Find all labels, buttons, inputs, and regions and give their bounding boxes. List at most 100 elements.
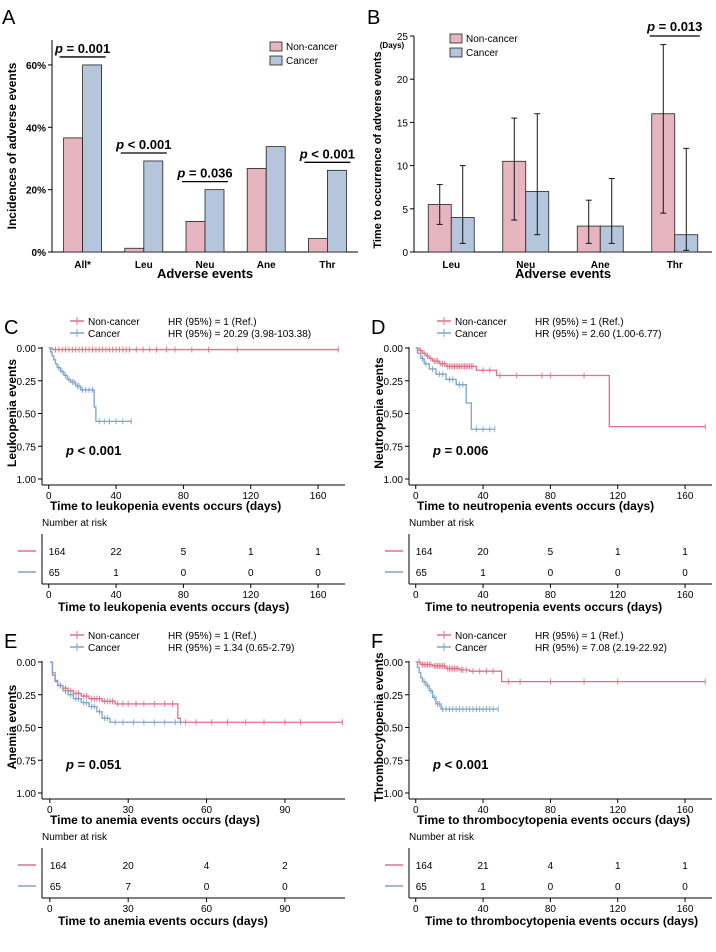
b-pvalue-label: p = 0.013: [646, 19, 702, 34]
c-x-tick-label: 40: [111, 491, 123, 502]
f-y-axis-label: Thrombocytopenia events: [372, 652, 386, 802]
d-x-tick-label: 120: [609, 491, 626, 502]
f-hazard-ratio-cancer: HR (95%) = 7.08 (2.19-22.92): [535, 643, 667, 654]
e-survival-curve-cancer: [49, 661, 181, 723]
a-y-axis-label: Incidences of adverse events: [5, 62, 19, 229]
d-risk-cell: 164: [416, 547, 433, 558]
a-bar-noncancer: [246, 168, 267, 253]
c-risk-x-tick-label: 40: [111, 590, 123, 601]
c-pvalue-label-italic-p: p: [65, 443, 74, 458]
c-legend-label-cancer: Cancer: [88, 329, 121, 340]
a-pvalue-label-italic-p: p: [54, 41, 63, 56]
c-y-tick-label: 0.75: [17, 442, 37, 453]
a-pvalue-label: p = 0.036: [176, 166, 232, 181]
a-pvalue-label-value: < 0.001: [308, 146, 355, 161]
e-y-axis-label: Anemia events: [5, 684, 19, 769]
e-pvalue-label-value: = 0.051: [74, 757, 121, 772]
f-risk-cell: 1: [615, 861, 621, 872]
f-pvalue-label-value: < 0.001: [441, 757, 488, 772]
e-y-tick-label: 0.50: [17, 724, 37, 735]
e-pvalue-label: p = 0.051: [65, 757, 121, 772]
a-bar-noncancer: [63, 137, 83, 253]
d-legend-label-noncancer: Non-cancer: [455, 317, 507, 328]
d-pvalue-label: p = 0.006: [432, 443, 488, 458]
d-risk-cell: 65: [416, 568, 428, 579]
b-x-axis-label: Adverse events: [515, 266, 611, 281]
f-x-tick-label: 160: [677, 805, 694, 816]
f-risk-cell: 21: [478, 861, 490, 872]
d-x-tick-label: 0: [413, 491, 419, 502]
d-risk-x-tick-label: 80: [545, 590, 557, 601]
d-x-tick-label: 160: [677, 491, 694, 502]
e-risk-x-tick-label: 0: [47, 904, 53, 915]
e-legend-label-cancer: Cancer: [88, 643, 121, 654]
a-legend-swatch-noncancer: [269, 41, 283, 52]
c-risk-cell: 65: [49, 568, 61, 579]
f-risk-x-tick-label: 80: [545, 904, 557, 915]
b-x-tick-label: Leu: [442, 260, 460, 271]
e-x-tick-label: 30: [123, 805, 135, 816]
d-hazard-ratio-noncancer: HR (95%) = 1 (Ref.): [535, 317, 624, 328]
a-x-axis-label: Adverse events: [157, 266, 253, 281]
d-risk-x-tick-label: 120: [609, 590, 626, 601]
e-risk-x-tick-label: 60: [201, 904, 213, 915]
a-pvalue-label: p = 0.001: [54, 41, 110, 56]
d-y-tick-label: 1.00: [384, 475, 404, 486]
d-y-tick-label: 0.75: [384, 442, 404, 453]
f-x-tick-label: 120: [609, 805, 626, 816]
f-y-tick-label: 0.50: [384, 724, 404, 735]
b-pvalue-label-value: = 0.013: [655, 19, 702, 34]
a-pvalue-label-value: < 0.001: [124, 137, 171, 152]
b-x-tick-label: Thr: [667, 260, 683, 271]
d-legend-label-cancer: Cancer: [455, 329, 488, 340]
e-x-tick-label: 0: [47, 805, 53, 816]
a-x-tick-label: Thr: [319, 260, 335, 271]
b-legend-label-cancer: Cancer: [466, 48, 499, 59]
b-y-tick-label: 20: [397, 75, 409, 86]
b-x-tick-label: Neu: [516, 260, 535, 271]
a-y-tick-label: 20%: [26, 186, 46, 197]
c-risk-cell: 22: [111, 547, 123, 558]
c-risk-x-axis-label: Time to leukopenia events occurs (days): [58, 600, 289, 614]
d-risk-cell: 1: [682, 547, 688, 558]
c-risk-cell: 0: [315, 568, 321, 579]
f-risk-cell: 4: [548, 861, 554, 872]
d-risk-x-tick-label: 40: [478, 590, 490, 601]
a-legend-label-noncancer: Non-cancer: [286, 42, 338, 53]
a-bar-noncancer: [307, 238, 328, 253]
f-x-tick-label: 0: [413, 805, 419, 816]
b-legend-label-noncancer: Non-cancer: [466, 34, 518, 45]
c-legend-label-noncancer: Non-cancer: [88, 317, 140, 328]
c-x-tick-label: 120: [242, 491, 259, 502]
d-risk-cell: 0: [615, 568, 621, 579]
e-y-tick-label: 0.25: [17, 691, 37, 702]
a-y-tick-label: 40%: [26, 123, 46, 134]
d-x-tick-label: 40: [478, 491, 490, 502]
c-risk-x-tick-label: 80: [178, 590, 190, 601]
a-x-tick-label: Leu: [135, 260, 153, 271]
c-y-axis-label: Leukopenia events: [5, 359, 19, 467]
a-bar-cancer: [204, 189, 225, 253]
b-legend-swatch-cancer: [449, 47, 463, 58]
d-hazard-ratio-cancer: HR (95%) = 2.60 (1.00-6.77): [535, 329, 661, 340]
f-x-tick-label: 40: [478, 805, 490, 816]
panel-label-b: B: [367, 7, 380, 29]
panel-label-d: D: [371, 317, 385, 339]
a-bar-noncancer: [124, 247, 145, 253]
a-x-tick-label: All*: [74, 260, 91, 271]
c-x-axis-label: Time to leukopenia events occurs (days): [50, 499, 281, 513]
e-risk-cell: 7: [125, 882, 131, 893]
f-risk-cell: 0: [615, 882, 621, 893]
d-survival-curve-noncancer: [415, 347, 706, 428]
a-legend-swatch-cancer: [269, 55, 283, 66]
c-risk-cell: 5: [181, 547, 187, 558]
f-hazard-ratio-noncancer: HR (95%) = 1 (Ref.): [535, 631, 624, 642]
a-pvalue-label: p < 0.001: [299, 146, 355, 161]
e-risk-cell: 65: [50, 882, 62, 893]
e-x-tick-label: 60: [201, 805, 213, 816]
d-risk-cell: 20: [478, 547, 490, 558]
c-risk-cell: 164: [49, 547, 66, 558]
a-legend-label-cancer: Cancer: [286, 56, 319, 67]
f-y-tick-label: 1.00: [384, 789, 404, 800]
d-y-tick-label: 0.25: [384, 377, 404, 388]
